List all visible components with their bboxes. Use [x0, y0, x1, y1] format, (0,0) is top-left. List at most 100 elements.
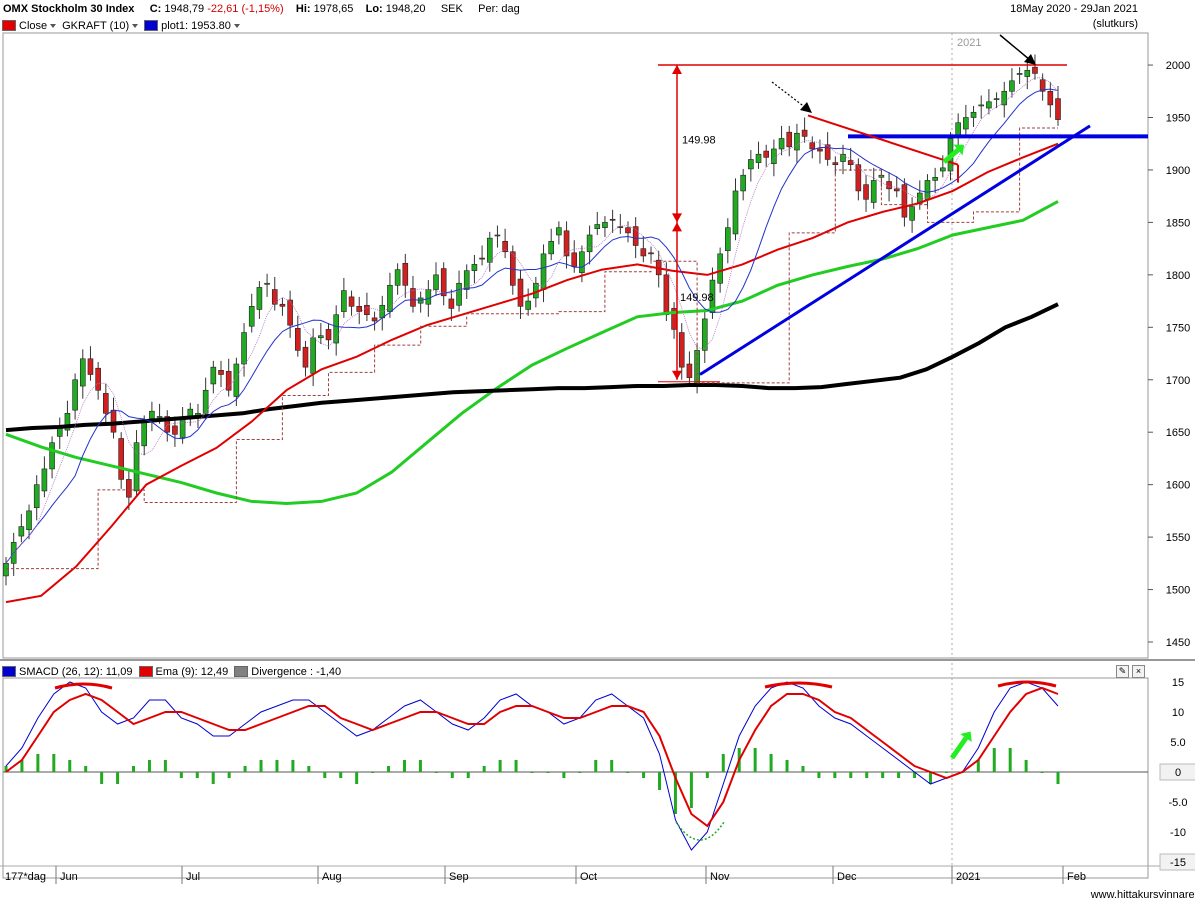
candle-body	[64, 413, 71, 431]
candle-body	[686, 363, 693, 378]
legend-close-label: Close	[19, 19, 48, 32]
divergence-bar	[833, 772, 837, 778]
price-tick-label: 1500	[1166, 585, 1190, 597]
divergence-bar	[594, 760, 598, 772]
price-frame	[2, 32, 1149, 659]
divergence-bar	[944, 772, 948, 773]
candle-body	[356, 306, 363, 312]
hi-label: Hi:	[295, 3, 311, 15]
candle-body	[1009, 80, 1015, 92]
candle-body	[1032, 66, 1038, 74]
candle-body	[149, 410, 155, 419]
divergence-bar	[100, 772, 104, 784]
currency: SEK	[440, 3, 463, 15]
divergence-bar	[418, 760, 422, 772]
candle-body	[133, 442, 140, 492]
candle-body	[279, 303, 286, 307]
close-label: C:	[149, 3, 162, 15]
divergence-bar	[881, 772, 885, 778]
legend-smacd-label: SMACD (26, 12): 11,09	[19, 665, 133, 678]
legend-ema[interactable]: Ema (9): 12,49	[138, 665, 229, 678]
candle-body	[801, 129, 808, 137]
divergence-bar	[4, 766, 8, 772]
candle-body	[840, 153, 846, 162]
candle-body	[809, 142, 816, 150]
macd-frame	[2, 677, 1149, 879]
candle-body	[932, 176, 938, 181]
chevron-down-icon	[132, 23, 139, 28]
ema-line	[5, 686, 1059, 828]
divergence-bar	[259, 760, 263, 772]
month-label: Jul	[186, 871, 200, 883]
price-type: (slutkurs)	[1092, 18, 1138, 30]
candle-body	[26, 510, 32, 531]
legend-gkraft[interactable]: GKRAFT (10)	[62, 20, 139, 32]
candle-body	[264, 282, 270, 285]
year-marker-label: 2021	[957, 37, 981, 49]
candle-body	[563, 230, 570, 257]
legend-plot1[interactable]: plot1: 1953.80	[144, 20, 240, 32]
divergence-bar	[243, 766, 247, 772]
candle-body	[755, 153, 762, 163]
candle-body	[310, 337, 316, 374]
candle-body	[717, 253, 723, 284]
legend-ema-label: Ema (9): 12,49	[155, 665, 229, 678]
candle-body	[1016, 73, 1023, 75]
macd-tick-label: -5.0	[1169, 797, 1188, 809]
candle-body	[379, 304, 386, 319]
candle-body	[110, 409, 117, 433]
candle-body	[72, 379, 78, 411]
month-label: Feb	[1067, 871, 1086, 883]
legend-divergence[interactable]: Divergence : -1,40	[234, 666, 341, 678]
divergence-bar	[578, 772, 582, 773]
candle-body	[771, 148, 777, 164]
divergence-bar	[84, 766, 88, 772]
month-label: 2021	[956, 871, 980, 883]
candle-body	[886, 181, 892, 190]
candle-body	[1001, 90, 1008, 106]
price-tick-label: 1700	[1166, 375, 1190, 387]
candle-body	[640, 248, 647, 257]
candle-body	[156, 416, 163, 418]
divergence-bar	[307, 766, 311, 772]
candle-body	[502, 240, 508, 253]
macd-tick-box	[1159, 763, 1195, 781]
divergence-bar	[36, 754, 40, 772]
candle-body	[325, 329, 332, 341]
candle-body	[909, 206, 915, 221]
legend-smacd[interactable]: SMACD (26, 12): 11,09	[2, 666, 133, 678]
smacd-swatch	[2, 666, 16, 678]
close-icon[interactable]: ×	[1132, 665, 1145, 678]
watermark-label: www.hittakursvinnare.se	[1090, 889, 1195, 900]
candle-body	[294, 328, 301, 351]
candle-body	[118, 438, 124, 480]
candle-body	[817, 148, 823, 152]
divergence-bar	[865, 772, 869, 778]
wrench-icon[interactable]: ✎	[1116, 665, 1129, 678]
candle-body	[786, 131, 793, 148]
chevron-down-icon	[50, 23, 57, 28]
candle-body	[571, 252, 578, 267]
measure-arrow-lower-head-top	[672, 222, 682, 232]
change-value: -22,61 (-1,15%)	[207, 3, 284, 15]
candle-body	[233, 363, 240, 397]
candle-body	[725, 227, 731, 252]
peak-arrow-head	[1024, 54, 1036, 65]
peak-marker-january	[997, 680, 1057, 688]
legend-plot1-label: plot1: 1953.80	[161, 19, 231, 32]
macd-tick-box	[1159, 853, 1195, 871]
divergence-bar	[785, 760, 789, 772]
measure-label-upper: 149.98	[682, 135, 716, 147]
candle-body	[41, 468, 48, 492]
candle-body	[433, 274, 439, 290]
candle-body	[494, 234, 501, 237]
macd-tick-label: -15	[1170, 857, 1186, 869]
candle-body	[471, 264, 478, 271]
divergence-bar	[1008, 748, 1012, 772]
peak-arrow	[999, 34, 1031, 61]
legend-close[interactable]: Close	[2, 19, 57, 32]
candle-body	[832, 162, 839, 166]
uptrend-line	[699, 124, 1091, 376]
divergence-bar	[801, 766, 805, 772]
